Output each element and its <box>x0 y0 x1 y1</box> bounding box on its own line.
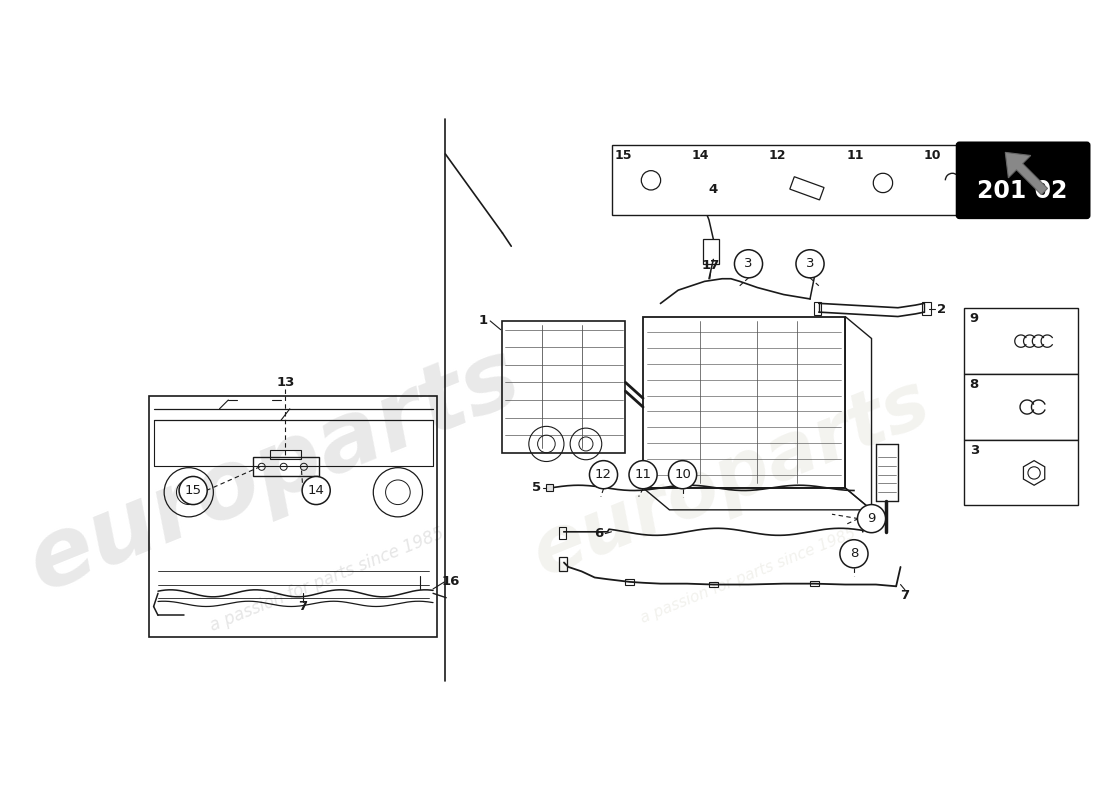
Bar <box>559 558 568 571</box>
Text: 9: 9 <box>867 512 876 525</box>
Text: a passion for parts since 1985: a passion for parts since 1985 <box>639 526 858 626</box>
Bar <box>626 579 635 585</box>
Text: 201 02: 201 02 <box>978 179 1068 203</box>
Circle shape <box>590 461 617 489</box>
Bar <box>271 450 301 459</box>
Bar <box>964 439 1078 506</box>
Text: europarts: europarts <box>14 330 533 610</box>
Bar <box>703 239 718 264</box>
Text: 16: 16 <box>441 575 460 588</box>
Text: 8: 8 <box>970 378 979 390</box>
Bar <box>150 396 438 638</box>
Bar <box>559 526 565 539</box>
Text: 12: 12 <box>769 150 786 162</box>
Text: 15: 15 <box>185 484 201 497</box>
Text: 5: 5 <box>532 482 541 494</box>
Circle shape <box>302 477 330 505</box>
Text: 6: 6 <box>594 527 604 540</box>
Text: europarts: europarts <box>521 366 940 593</box>
Text: 10: 10 <box>674 468 691 481</box>
Text: 14: 14 <box>692 150 708 162</box>
Bar <box>810 581 818 586</box>
Circle shape <box>179 477 207 505</box>
Bar <box>547 484 553 491</box>
Circle shape <box>629 461 657 489</box>
Circle shape <box>840 540 868 568</box>
Bar <box>790 177 824 200</box>
FancyBboxPatch shape <box>957 142 1089 218</box>
Text: 7: 7 <box>901 589 910 602</box>
Text: 9: 9 <box>970 312 979 325</box>
Bar <box>964 308 1078 374</box>
Text: 7: 7 <box>298 600 308 613</box>
Text: 1: 1 <box>478 314 487 327</box>
Bar <box>253 457 319 477</box>
Circle shape <box>669 461 696 489</box>
Text: 11: 11 <box>846 150 864 162</box>
Text: 10: 10 <box>923 150 940 162</box>
Text: 15: 15 <box>614 150 631 162</box>
Circle shape <box>858 505 886 533</box>
Text: a passion for parts since 1985: a passion for parts since 1985 <box>207 525 447 635</box>
Text: 14: 14 <box>308 484 324 497</box>
Bar <box>814 302 821 314</box>
Circle shape <box>796 250 824 278</box>
Text: 4: 4 <box>708 182 718 196</box>
Text: 2: 2 <box>937 303 946 316</box>
Text: 3: 3 <box>745 258 752 270</box>
Circle shape <box>735 250 762 278</box>
Text: 12: 12 <box>595 468 612 481</box>
Bar <box>613 145 999 215</box>
Text: 11: 11 <box>635 468 651 481</box>
Polygon shape <box>1005 152 1047 194</box>
Text: 3: 3 <box>806 258 814 270</box>
Text: 3: 3 <box>970 443 979 457</box>
Text: 8: 8 <box>850 547 858 560</box>
Bar <box>710 582 718 587</box>
Bar <box>923 302 932 314</box>
Text: 17: 17 <box>702 259 719 272</box>
Bar <box>964 374 1078 439</box>
Text: 13: 13 <box>276 376 295 389</box>
